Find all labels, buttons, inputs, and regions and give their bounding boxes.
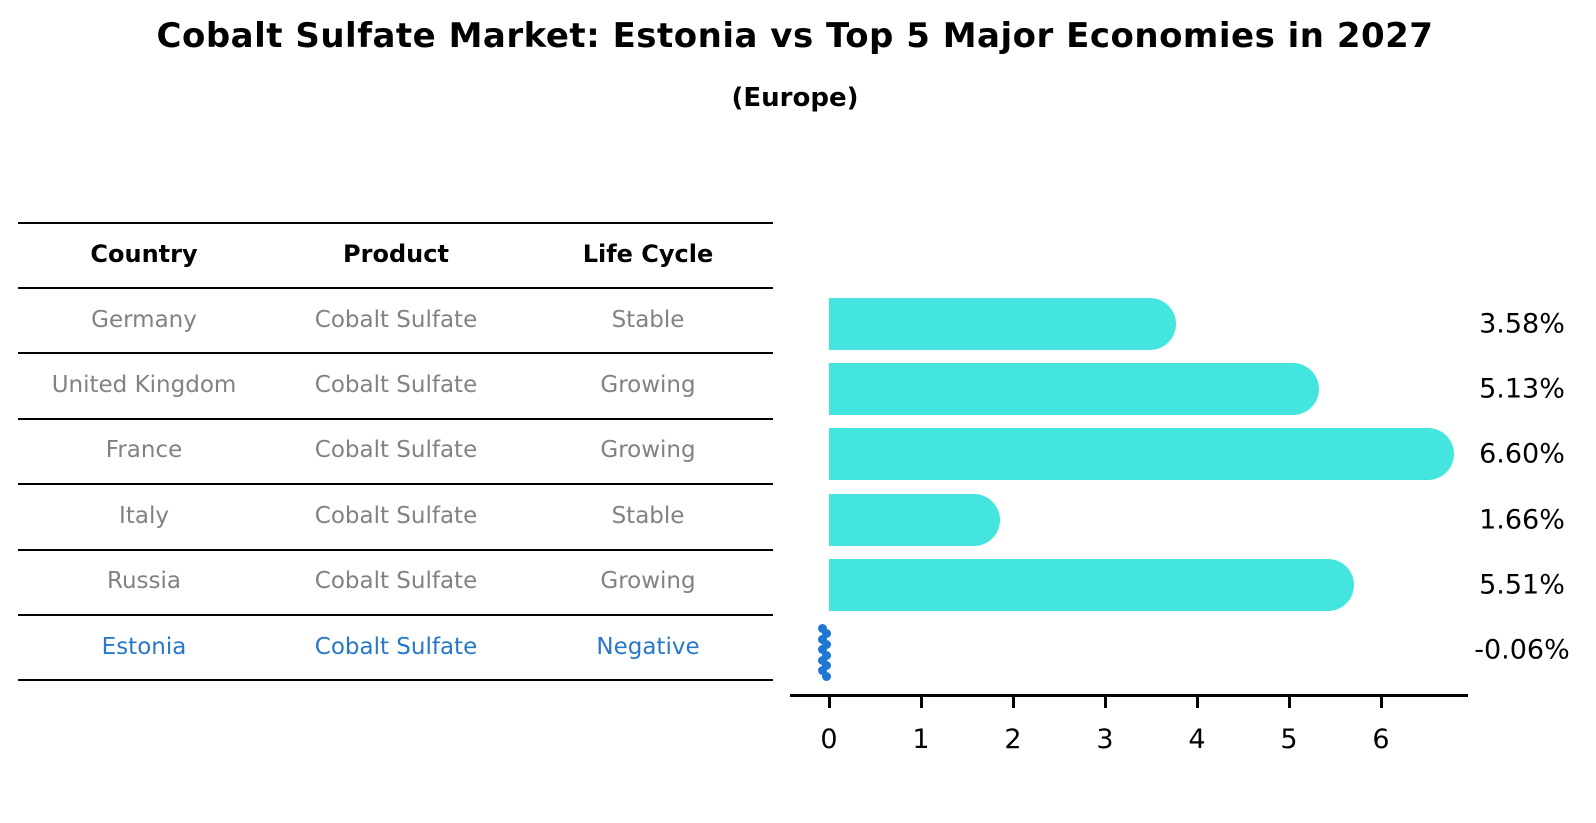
negative-marker-dot-estonia xyxy=(821,639,831,649)
x-axis-tick-label-6: 6 xyxy=(1372,724,1390,755)
x-axis-line xyxy=(790,694,1468,697)
table-cell-product-france: Cobalt Sulfate xyxy=(314,437,478,464)
negative-marker-dot-estonia xyxy=(818,624,828,633)
x-axis-tick-3 xyxy=(1103,697,1107,708)
negative-marker-dot-estonia xyxy=(818,655,828,665)
table-separator-line xyxy=(18,613,773,616)
table-cell-life-cycle-russia: Growing xyxy=(600,568,696,595)
x-axis-tick-6 xyxy=(1379,697,1383,708)
x-axis-tick-label-2: 2 xyxy=(1004,724,1022,755)
negative-marker-dot-estonia xyxy=(821,650,831,660)
x-axis-tick-label-3: 3 xyxy=(1096,724,1114,755)
table-header-product: Product xyxy=(343,240,449,268)
x-axis-tick-0 xyxy=(827,697,831,708)
negative-marker-dot-estonia xyxy=(821,671,831,681)
table-cell-life-cycle-germany: Stable xyxy=(611,306,685,333)
x-axis-tick-2 xyxy=(1011,697,1015,708)
table-cell-life-cycle-france: Growing xyxy=(600,437,696,464)
table-separator-line xyxy=(18,221,773,224)
chart-title: Cobalt Sulfate Market: Estonia vs Top 5 … xyxy=(156,16,1434,56)
x-axis-tick-label-1: 1 xyxy=(912,724,930,755)
value-label-estonia: -0.06% xyxy=(1474,634,1570,666)
negative-marker-dot-estonia xyxy=(818,634,828,644)
table-cell-life-cycle-estonia: Negative xyxy=(596,633,700,660)
value-label-united-kingdom: 5.13% xyxy=(1479,373,1565,405)
table-separator-line xyxy=(18,679,773,682)
x-axis-tick-label-4: 4 xyxy=(1188,724,1206,755)
table-separator-line xyxy=(18,286,773,289)
x-axis-tick-label-5: 5 xyxy=(1280,724,1298,755)
table-cell-country-russia: Russia xyxy=(107,568,181,595)
bar-germany xyxy=(829,298,1177,350)
value-label-italy: 1.66% xyxy=(1479,504,1565,536)
negative-marker-dot-estonia xyxy=(821,629,831,639)
table-cell-country-estonia: Estonia xyxy=(101,633,187,660)
x-axis-tick-5 xyxy=(1287,697,1291,708)
table-separator-line xyxy=(18,483,773,486)
table-header-country: Country xyxy=(90,240,198,268)
table-cell-life-cycle-italy: Stable xyxy=(611,502,685,529)
table-cell-product-united-kingdom: Cobalt Sulfate xyxy=(314,372,478,398)
table-cell-product-estonia: Cobalt Sulfate xyxy=(314,633,478,660)
x-axis-tick-4 xyxy=(1195,697,1199,708)
table-cell-country-italy: Italy xyxy=(119,502,169,529)
value-label-france: 6.60% xyxy=(1479,438,1565,470)
value-label-germany: 3.58% xyxy=(1479,308,1565,340)
value-label-russia: 5.51% xyxy=(1479,569,1565,601)
negative-marker-dot-estonia xyxy=(818,666,828,676)
table-cell-product-russia: Cobalt Sulfate xyxy=(314,568,478,595)
x-axis-tick-label-0: 0 xyxy=(820,724,838,755)
negative-marker-dot-estonia xyxy=(821,661,831,671)
table-separator-line xyxy=(18,352,773,355)
bar-russia xyxy=(829,558,1354,611)
table-cell-product-germany: Cobalt Sulfate xyxy=(314,306,478,333)
table-cell-life-cycle-united-kingdom: Growing xyxy=(600,372,696,398)
table-cell-country-germany: Germany xyxy=(91,306,197,333)
table-separator-line xyxy=(18,548,773,551)
x-axis-tick-1 xyxy=(919,697,923,708)
table-header-life-cycle: Life Cycle xyxy=(582,240,714,268)
table-cell-country-united-kingdom: United Kingdom xyxy=(51,372,237,398)
table-cell-country-france: France xyxy=(105,437,183,464)
bar-united-kingdom xyxy=(829,363,1319,416)
chart-subtitle: (Europe) xyxy=(731,83,859,113)
negative-marker-dot-estonia xyxy=(818,645,828,655)
bar-france xyxy=(829,428,1455,481)
bar-italy xyxy=(829,493,1000,546)
table-cell-product-italy: Cobalt Sulfate xyxy=(314,502,478,529)
table-separator-line xyxy=(18,417,773,420)
